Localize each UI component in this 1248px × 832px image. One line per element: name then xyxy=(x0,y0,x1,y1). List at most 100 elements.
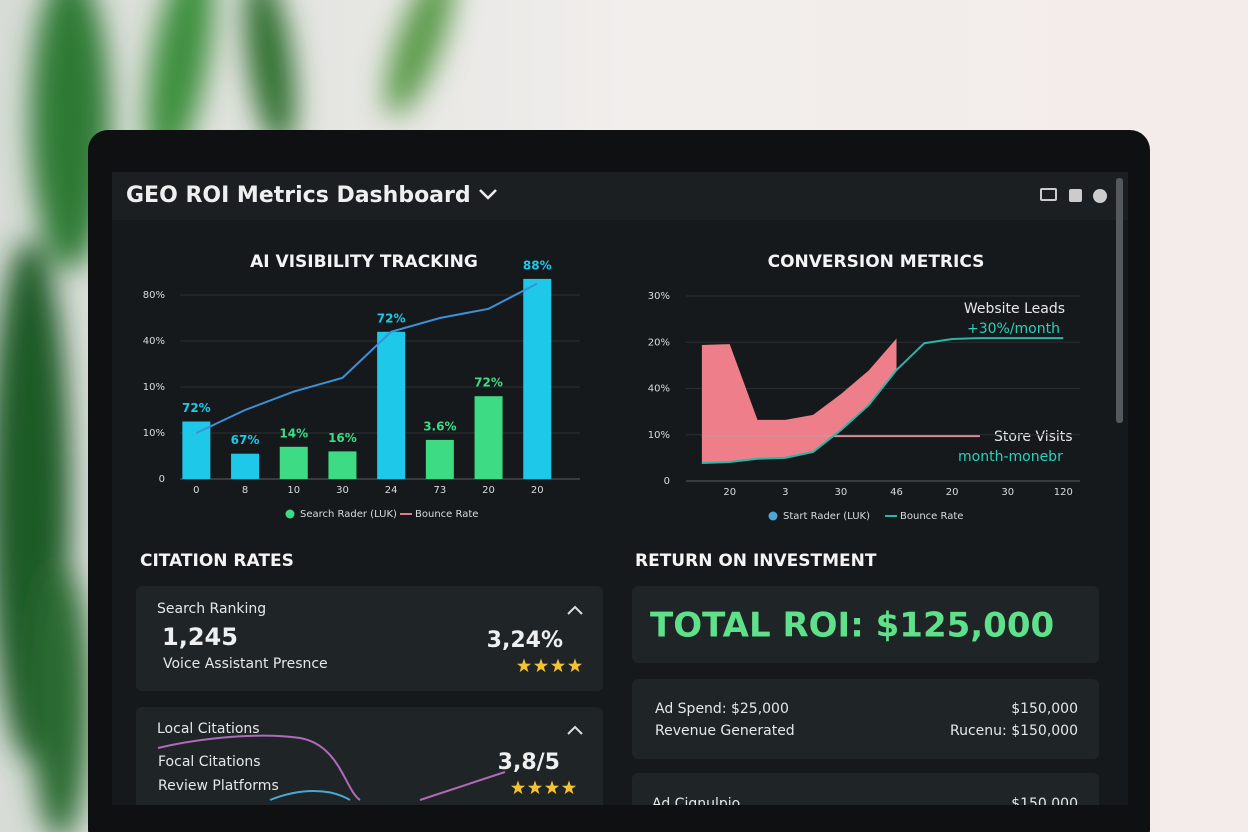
roi-label: Revenue Generated xyxy=(655,723,795,739)
card-title: Local Citations xyxy=(157,721,260,737)
collapse-chevron[interactable] xyxy=(567,725,583,735)
legend-label: Search Rader (LUK) xyxy=(300,509,397,520)
dashboard-title: GEO ROI Metrics Dashboard xyxy=(126,183,471,208)
y-tick-label: 40% xyxy=(648,384,670,395)
star xyxy=(516,658,532,673)
x-tick-label: 20 xyxy=(482,485,495,496)
card-title: Search Ranking xyxy=(157,601,266,617)
legend-marker xyxy=(285,509,295,519)
chart-title: AI VISIBILITY TRACKING xyxy=(250,252,478,272)
section-title: CITATION RATES xyxy=(140,551,294,571)
y-tick-label: 10% xyxy=(143,428,165,439)
bar xyxy=(523,278,552,479)
bar-label: 14% xyxy=(279,426,308,440)
title-bar xyxy=(112,172,1128,220)
legend-marker xyxy=(768,511,778,521)
x-tick-label: 30 xyxy=(336,485,349,496)
star xyxy=(527,780,543,795)
card xyxy=(632,679,1099,759)
series-name: Website Leads xyxy=(964,301,1065,317)
y-tick-label: 30% xyxy=(648,291,670,302)
y-tick-label: 40% xyxy=(143,336,165,347)
section-title: RETURN ON INVESTMENT xyxy=(635,551,877,571)
x-tick-label: 20 xyxy=(531,485,544,496)
bar xyxy=(425,439,454,479)
bar-label: 88% xyxy=(523,258,552,272)
dropdown-chevron[interactable] xyxy=(479,189,497,200)
card xyxy=(136,707,603,805)
star xyxy=(550,658,566,673)
y-tick-label: 80% xyxy=(143,290,165,301)
collapse-chevron[interactable] xyxy=(567,605,583,615)
y-tick-label: 10% xyxy=(648,430,670,441)
y-tick-label: 20% xyxy=(648,337,670,348)
chart-title: CONVERSION METRICS xyxy=(768,252,985,272)
area xyxy=(701,338,897,463)
chart: AI VISIBILITY TRACKING 0 10% 10% 40% 80% 0 8 10 3… xyxy=(143,252,580,520)
x-tick-label: 10 xyxy=(287,485,300,496)
export-icon[interactable] xyxy=(1069,189,1082,202)
legend-label: Start Rader (LUK) xyxy=(783,511,870,522)
x-tick-label: 8 xyxy=(242,485,248,496)
star-rating xyxy=(516,658,583,673)
x-tick-label: 30 xyxy=(835,487,848,498)
charts: AI VISIBILITY TRACKING 0 10% 10% 40% 80% 0 8 10 3… xyxy=(143,252,1080,522)
card-rate: 3,24% xyxy=(487,628,563,653)
dashboard: GEO ROI Metrics Dashboard Website Leads … xyxy=(112,172,1128,812)
bar-label: 72% xyxy=(182,401,211,415)
x-tick-label: 20 xyxy=(723,487,736,498)
x-tick-label: 24 xyxy=(385,485,398,496)
help-icon[interactable] xyxy=(1093,189,1107,203)
bar-label: 67% xyxy=(231,433,260,447)
star xyxy=(510,780,526,795)
series-note: +30%/month xyxy=(967,321,1060,337)
scrollbar[interactable] xyxy=(1116,178,1123,423)
bar xyxy=(474,396,503,479)
roi-value: $150,000 xyxy=(1011,701,1078,717)
card xyxy=(136,586,603,691)
roi-label: Ad Spend: $25,000 xyxy=(655,701,789,717)
decor-curve xyxy=(419,771,506,801)
bar-label: 16% xyxy=(328,431,357,445)
y-tick-label: 0 xyxy=(159,474,165,485)
decor-curve xyxy=(157,734,361,801)
bar xyxy=(279,446,308,479)
card-subtitle: Voice Assistant Presnce xyxy=(163,656,328,672)
x-tick-label: 0 xyxy=(193,485,199,496)
line xyxy=(701,337,1064,464)
roi-label: Ad Cjgnulpio xyxy=(652,796,740,812)
card-line: Focal Citations xyxy=(158,754,261,770)
x-tick-label: 3 xyxy=(782,487,788,498)
x-tick-label: 46 xyxy=(890,487,903,498)
x-tick-label: 120 xyxy=(1054,487,1073,498)
bar xyxy=(377,331,406,479)
y-tick-label: 10% xyxy=(143,382,165,393)
decor-curve xyxy=(269,790,351,801)
total-roi: TOTAL ROI: $125,000 xyxy=(650,606,1054,646)
star xyxy=(567,658,583,673)
card xyxy=(632,586,1099,663)
star xyxy=(544,780,560,795)
monitor-icon[interactable] xyxy=(1040,188,1057,201)
legend-label: Bounce Rate xyxy=(900,511,963,522)
card-line: Review Platforms xyxy=(158,778,279,794)
bar xyxy=(328,451,357,479)
series-name: Store Visits xyxy=(994,429,1073,445)
series-note: month-monebr xyxy=(958,449,1063,465)
x-tick-label: 73 xyxy=(433,485,446,496)
card-rate: 3,8/5 xyxy=(498,750,560,775)
legend-label: Bounce Rate xyxy=(415,509,478,520)
x-tick-label: 30 xyxy=(1001,487,1014,498)
card xyxy=(632,773,1099,805)
line xyxy=(195,282,538,434)
bar-label: 72% xyxy=(377,311,406,325)
card-value: 1,245 xyxy=(162,623,238,651)
bar xyxy=(182,421,211,479)
bar xyxy=(231,453,260,479)
star-rating xyxy=(510,780,577,795)
x-tick-label: 20 xyxy=(946,487,959,498)
star xyxy=(561,780,577,795)
y-tick-label: 0 xyxy=(664,476,670,487)
